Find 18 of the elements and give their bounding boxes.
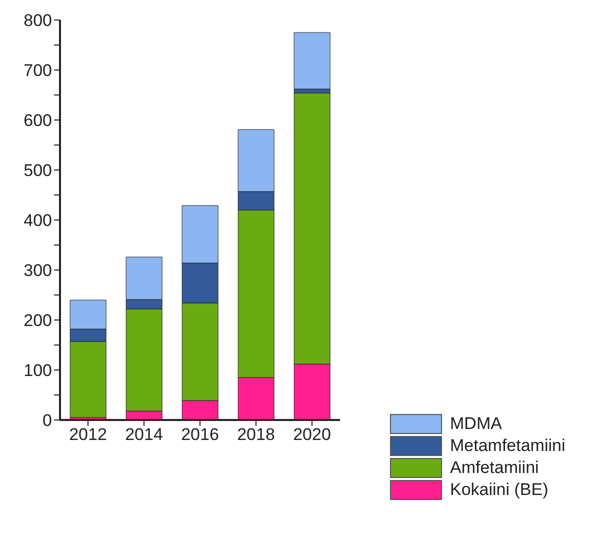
legend-label: Amfetamiini [450, 458, 539, 478]
y-tick-label: 300 [24, 261, 52, 280]
y-tick-label: 500 [24, 161, 52, 180]
legend-label: Metamfetamiini [450, 436, 566, 456]
legend-label: Kokaiini (BE) [450, 480, 548, 500]
x-tick-label: 2016 [181, 425, 219, 444]
y-tick-label: 200 [24, 311, 52, 330]
legend-label: MDMA [450, 414, 502, 434]
y-tick-label: 400 [24, 211, 52, 230]
x-tick-label: 2014 [125, 425, 163, 444]
x-tick-label: 2012 [69, 425, 107, 444]
x-tick-label: 2018 [237, 425, 275, 444]
y-tick-label: 0 [42, 411, 52, 430]
y-tick-label: 800 [24, 11, 52, 30]
y-tick-label: 700 [24, 61, 52, 80]
y-tick-label: 600 [24, 111, 52, 130]
x-tick-label: 2020 [293, 425, 331, 444]
y-tick-label: 100 [24, 361, 52, 380]
